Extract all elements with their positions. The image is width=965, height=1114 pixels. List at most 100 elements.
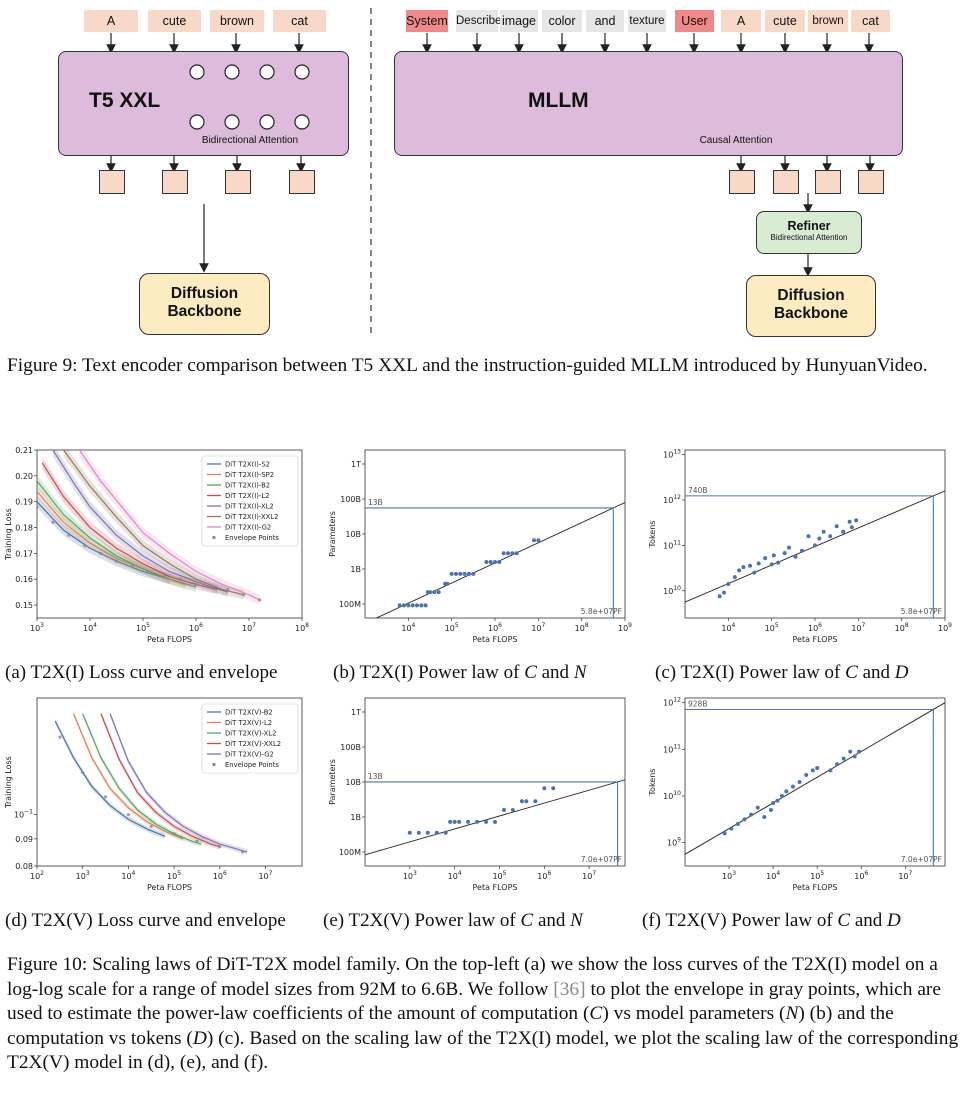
data-point [397, 603, 402, 608]
y-tick-label: 10B [345, 530, 361, 539]
y-tick-label: 0.09 [15, 835, 33, 844]
subcaption-f-and: and [850, 910, 888, 931]
left-attention-label: Bidirectional Attention [201, 135, 299, 146]
subcaption-d: (d) T2X(V) Loss curve and envelope [5, 910, 286, 931]
data-point [813, 543, 817, 548]
data-point [848, 749, 853, 754]
right-token: color [542, 10, 582, 32]
data-point [524, 799, 529, 804]
data-point [752, 570, 757, 575]
subcaption-e-and: and [533, 910, 571, 931]
caption-d: D [192, 1027, 207, 1049]
data-point [436, 590, 441, 595]
x-tick-label: 108 [295, 622, 309, 633]
y-tick-label: 109 [667, 837, 681, 848]
data-point [852, 754, 857, 759]
data-point [835, 762, 840, 767]
data-point [423, 603, 428, 608]
series-line [109, 713, 248, 853]
data-point [425, 830, 430, 835]
series-line [63, 450, 244, 596]
data-point [407, 830, 412, 835]
data-point [784, 789, 789, 794]
data-point [458, 571, 463, 576]
data-point [448, 819, 453, 824]
caption-part1: Figure 10: Scaling laws of DiT-T2X model… [7, 954, 938, 1000]
envelope-point [114, 559, 119, 563]
data-point [810, 768, 815, 773]
right-attention-label: Causal Attention [699, 135, 773, 146]
right-token: brown [808, 10, 848, 32]
envelope-point [172, 832, 176, 836]
data-point [717, 594, 722, 599]
left-token: cute [148, 10, 201, 32]
figure-10-caption: Figure 10: Scaling laws of DiT-T2X model… [7, 953, 962, 1076]
legend-label: DiT T2X(V)-G2 [225, 751, 274, 759]
data-point [467, 571, 471, 576]
data-point [514, 551, 519, 556]
data-point [787, 545, 791, 550]
y-tick-label: 1010 [663, 790, 681, 801]
data-point [775, 798, 780, 803]
fit-line [685, 702, 945, 855]
left-output-embedding [162, 170, 188, 194]
right-backbone-line1: Diffusion [777, 287, 845, 304]
subcaption-f: (f) T2X(V) Power law of C and D [642, 910, 901, 932]
left-backbone-line1: Diffusion [170, 285, 239, 302]
legend-swatch [212, 762, 216, 767]
data-point [410, 603, 415, 608]
x-axis-label: Peta FLOPS [472, 635, 517, 644]
x-tick-label: 105 [765, 622, 779, 633]
x-tick-label: 106 [854, 870, 868, 881]
envelope-point [149, 824, 153, 828]
caption-part4: ) (b) and the computation vs tokens ( [7, 1003, 894, 1049]
series-line [37, 480, 197, 588]
x-tick-label: 104 [401, 622, 415, 633]
x-axis-label: Peta FLOPS [147, 883, 192, 892]
x-tick-label: 106 [537, 870, 551, 881]
envelope-point [194, 582, 198, 586]
subcaption-e-text: (e) T2X(V) Power law of [323, 910, 521, 931]
legend-box [201, 455, 299, 547]
data-point [402, 603, 406, 608]
refiner-title: Refiner [787, 219, 831, 233]
data-point [415, 603, 419, 608]
legend-label: DiT T2X(V)-B2 [225, 709, 273, 717]
subcaption-e: (e) T2X(V) Power law of C and N [323, 910, 583, 932]
y-tick-label: 10B [345, 778, 361, 787]
left-output-embedding [225, 170, 251, 194]
subcaption-c: (c) T2X(I) Power law of C and D [655, 662, 908, 684]
envelope-point [81, 771, 85, 775]
y-tick-label: 1B [350, 565, 361, 574]
x-tick-label: 103 [30, 622, 44, 633]
subcaption-c-and: and [857, 662, 895, 683]
envelope-point [241, 850, 245, 854]
x-tick-label: 105 [492, 870, 506, 881]
caption-part3: ) vs model parameters ( [602, 1003, 786, 1024]
citation-link[interactable]: [36] [553, 978, 586, 1000]
subcaption-b-text: (b) T2X(I) Power law of [333, 662, 525, 683]
x-tick-label: 103 [722, 870, 736, 881]
data-point [471, 571, 476, 576]
subcaption-c-d: D [894, 662, 909, 683]
chart-a: 103 104 105 106 107 108 0.15 0.16 0.17 0.18 0.19 0.… [0, 440, 320, 650]
refiner-subtitle: Bidirectional Attention [770, 233, 848, 242]
subcaption-e-c: C [520, 910, 534, 931]
left-output-embedding [289, 170, 315, 194]
left-token: brown [210, 10, 264, 32]
legend-label: Envelope Points [225, 534, 279, 542]
envelope-point [103, 795, 108, 799]
data-point [821, 529, 826, 534]
series-band [37, 485, 186, 590]
projection-flops-label: 5.8e+07PF [581, 607, 622, 616]
data-point [510, 551, 515, 556]
x-axis-label: Peta FLOPS [792, 883, 837, 892]
x-axis-label: Peta FLOPS [472, 883, 517, 892]
marks-group [365, 502, 625, 618]
projection-value-label: 13B [368, 498, 383, 507]
data-point [533, 799, 538, 804]
y-tick-label: 1012 [663, 697, 681, 708]
legend-label: DiT T2X(I)-S2 [225, 461, 270, 469]
data-point [536, 538, 541, 543]
data-point [501, 808, 506, 812]
